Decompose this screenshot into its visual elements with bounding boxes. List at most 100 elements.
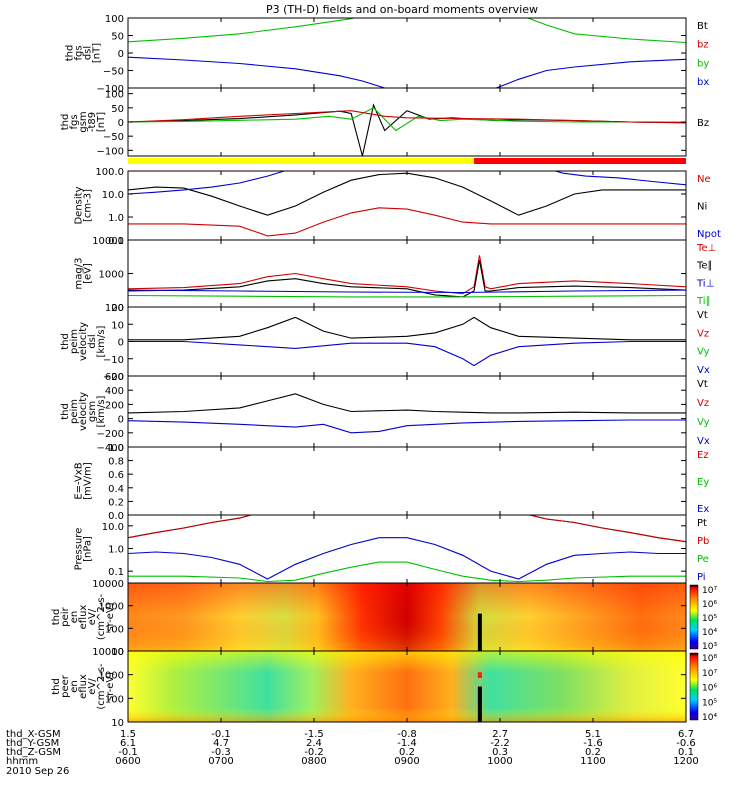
colorbar-tick-label: 10⁶ [702, 600, 717, 610]
y-tick-label: 100 [105, 303, 124, 314]
legend-te: Te⊥ [696, 243, 716, 254]
y-tick-label: 0 [118, 415, 124, 426]
colorbar-tick-label: 10⁷ [702, 669, 717, 679]
spectrogram-shading [128, 583, 686, 651]
date-label: 2010 Sep 26 [6, 766, 69, 777]
x-tick-label: 1000 [487, 756, 512, 767]
y-tick-label: 1.0 [108, 544, 124, 555]
y-tick-label: 200 [105, 400, 124, 411]
x-tick-label: 1200 [673, 756, 698, 767]
y-tick-label: 100.0 [95, 167, 124, 178]
y-tick-label: 10000 [92, 236, 124, 247]
x-tick-label: 6.1 [120, 738, 136, 749]
legend-vz: Vz [697, 398, 709, 409]
panel-peir_eflux: 10⁷ 10⁶ 10⁵ 10⁴ 10³ 10000 1000 100 10 thdpeirenef… [51, 579, 717, 658]
panel-e_field: Ez Ey Ex 1.0 0.8 0.6 0.4 0.2 0.0 E=-VxB[mV/m] [74, 443, 710, 522]
x-tick-label: 4.7 [213, 738, 229, 749]
y-tick-label: −20 [103, 372, 124, 383]
y-tick-label: 10.0 [102, 522, 124, 533]
series-line-ti [128, 294, 686, 298]
x-tick-label: -0.1 [118, 747, 138, 758]
x-axis-row-label: hhmm [6, 756, 38, 767]
panel-peer_eflux: 10⁸ 10⁷ 10⁶ 10⁵ 10⁴ 10000 1000 100 10 thdpeerenef… [51, 647, 717, 729]
legend-pe: Pe [697, 554, 709, 565]
mode-bar-left [128, 158, 474, 164]
x-tick-label: -1.6 [583, 738, 603, 749]
series-line-vt [128, 316, 686, 341]
y-tick-label: 1000 [99, 270, 124, 281]
legend-vt: Vt [697, 379, 708, 390]
x-tick-label: 0.2 [585, 747, 601, 758]
y-tick-label: 0.1 [108, 567, 124, 578]
x-tick-label: 0900 [394, 756, 419, 767]
legend-bt: Bt [697, 21, 708, 32]
legend-vy: Vy [697, 347, 710, 358]
x-tick-label: 6.7 [678, 729, 694, 740]
colorbar [689, 584, 699, 650]
y-tick-label: 1.0 [108, 213, 124, 224]
x-axis-row-label: thd_Z-GSM [6, 747, 61, 758]
panel-frame [127, 375, 687, 448]
y-axis-label: E=-VxB[mV/m] [74, 462, 94, 500]
y-tick-label: 10 [111, 647, 124, 658]
legend-bx: bx [697, 77, 709, 88]
x-tick-label: -0.1 [211, 729, 231, 740]
legend-ne: Ne [697, 174, 711, 185]
x-axis-row-label: thd_Y-GSM [6, 738, 59, 749]
y-tick-label: −10 [103, 355, 124, 366]
y-tick-label: 10000 [92, 647, 124, 658]
data-gap [477, 686, 482, 722]
legend-te: Te∥ [696, 261, 713, 272]
x-tick-label: 1.5 [120, 729, 136, 740]
colorbar-tick-label: 10³ [702, 642, 717, 652]
y-tick-label: 0.4 [108, 484, 124, 495]
y-tick-label: 100 [105, 14, 124, 25]
y-axis-label: thdfgsdsl[nT] [65, 43, 103, 63]
panel-frame [127, 446, 687, 516]
y-tick-label: 1000 [99, 602, 124, 613]
x-tick-label: -0.6 [676, 738, 696, 749]
legend-bz: Bz [697, 118, 709, 129]
x-tick-label: 0.2 [399, 747, 415, 758]
y-tick-label: 0 [118, 49, 124, 60]
y-tick-label: −50 [103, 67, 124, 78]
x-tick-label: 1100 [580, 756, 605, 767]
y-tick-label: 10.0 [102, 190, 124, 201]
legend-ez: Ez [697, 450, 709, 461]
y-tick-label: 0 [118, 338, 124, 349]
x-tick-label: 0600 [115, 756, 140, 767]
y-tick-label: 100 [105, 694, 124, 705]
x-tick-label: -0.8 [397, 729, 417, 740]
series-line-by [128, 107, 686, 132]
y-axis-label: thdpeerenefluxeV/(cm^2-s-sr-eV) [51, 663, 116, 710]
legend-pi: Pi [697, 572, 706, 583]
x-tick-label: -1.5 [304, 729, 324, 740]
y-tick-label: 0.2 [108, 497, 124, 508]
x-tick-label: 0.1 [678, 747, 694, 758]
y-axis-label: Pressure[nPa] [74, 528, 94, 571]
y-tick-label: 50 [111, 32, 124, 43]
y-tick-label: −400 [97, 443, 124, 454]
colorbar-tick-label: 10⁴ [702, 713, 717, 723]
legend-ex: Ex [697, 504, 709, 515]
panel-fgs_gsm: Bz 100 50 0 −50 −100 thdfgsgsm-t89[nT] [60, 87, 709, 157]
series-line-pb [128, 515, 686, 543]
legend-npot: Npot [697, 229, 721, 240]
legend-vy: Vy [697, 417, 710, 428]
legend-vx: Vx [697, 365, 710, 376]
colorbar-tick-label: 10⁶ [702, 684, 717, 694]
y-tick-label: 10000 [92, 579, 124, 590]
panel-density: Ne Ni Npot 100.0 10.0 1.0 0.1 Density[cm-3] [74, 167, 721, 247]
series-line-pi [128, 537, 686, 580]
panel-velocity_dsl: VtVzVyVx20100−10−20thdpeimvelocitydsl[km… [60, 303, 710, 383]
y-axis-label: thdpeimvelocitydsl[km/s] [60, 322, 107, 361]
y-tick-label: 100 [105, 90, 124, 101]
y-tick-label: 0 [118, 118, 124, 129]
y-axis-label: Density[cm-3] [74, 186, 94, 224]
panel-frame [127, 17, 687, 89]
colorbar-tick-label: 10⁵ [702, 698, 717, 708]
legend-ti: Ti∥ [696, 296, 711, 307]
panel-temperature: Te⊥ Te∥ Ti⊥ Ti∥ 10000 1000 100 mag/3[eV] [74, 236, 717, 314]
y-axis-label: mag/3[eV] [74, 258, 94, 290]
mode-bar-right [473, 158, 686, 164]
